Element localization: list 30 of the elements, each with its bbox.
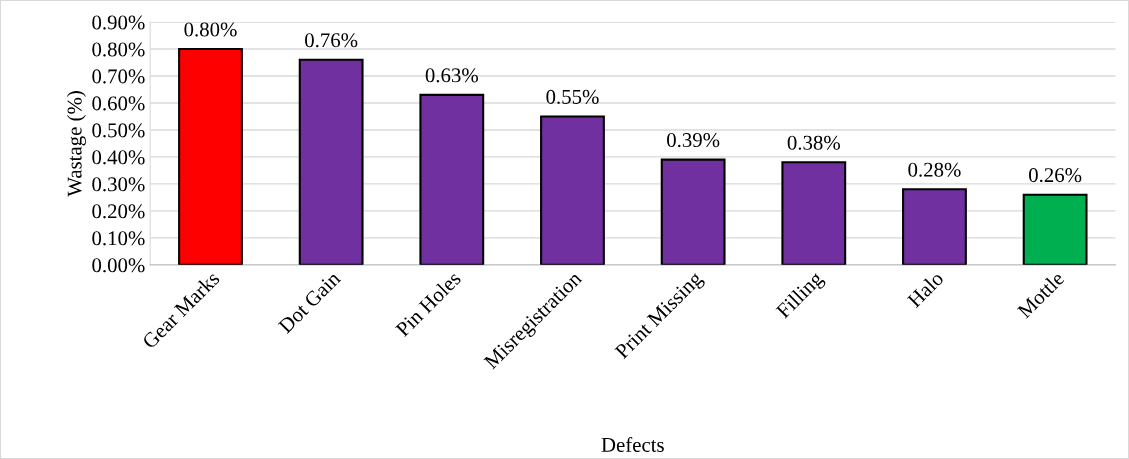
- bar: [781, 161, 847, 265]
- y-tick-label: 0.30%: [92, 177, 145, 192]
- y-tick-label: 0.20%: [92, 204, 145, 219]
- data-label: 0.76%: [305, 33, 358, 48]
- x-tick-label: Dot Gain: [277, 270, 342, 335]
- data-label: 0.39%: [667, 133, 720, 148]
- y-tick-label: 0.80%: [92, 42, 145, 57]
- x-axis-title: Defects: [601, 437, 664, 452]
- y-tick-label: 0.10%: [92, 231, 145, 246]
- bar: [902, 188, 967, 265]
- y-tick-label: 0.60%: [92, 96, 145, 111]
- y-tick-label: 0.00%: [92, 258, 145, 273]
- data-label: 0.26%: [1029, 168, 1082, 183]
- y-tick-label: 0.50%: [92, 123, 145, 138]
- x-tick-label: Halo: [906, 270, 945, 309]
- data-label: 0.38%: [787, 135, 840, 150]
- bar: [178, 47, 243, 265]
- y-tick-label: 0.70%: [92, 69, 145, 84]
- bar: [660, 158, 726, 265]
- y-tick-label: 0.90%: [92, 15, 145, 30]
- data-label: 0.80%: [184, 22, 237, 37]
- data-label: 0.63%: [425, 68, 479, 83]
- bar: [540, 115, 605, 265]
- y-axis-title: Wastage (%): [66, 91, 86, 197]
- bar: [298, 58, 364, 265]
- bar: [1022, 193, 1088, 265]
- data-label: 0.28%: [908, 162, 961, 177]
- data-label: 0.55%: [546, 89, 599, 104]
- y-tick-label: 0.40%: [92, 150, 145, 165]
- bar: [419, 93, 485, 265]
